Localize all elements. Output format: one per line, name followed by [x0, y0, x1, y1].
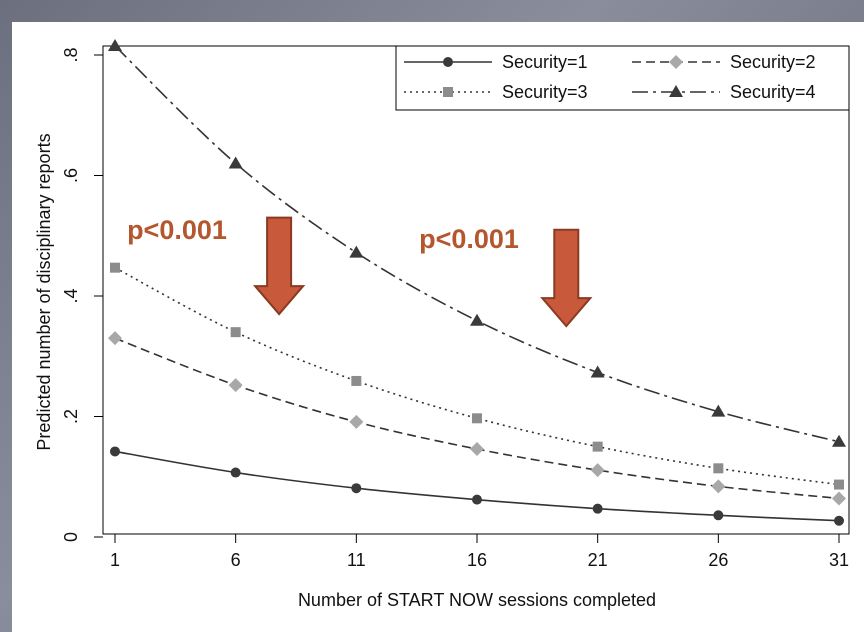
x-tick-label: 31	[829, 550, 849, 570]
data-point	[228, 378, 243, 393]
series-layer	[108, 38, 846, 526]
plot-frame	[102, 45, 850, 535]
y-tick-label: .2	[61, 409, 81, 424]
axes: 1 6 11 16 21 26 310.2.4.6.8	[61, 45, 850, 570]
y-axis-title: Predicted number of disciplinary reports	[34, 133, 54, 450]
x-tick-label: 26	[708, 550, 728, 570]
data-point	[711, 404, 726, 417]
legend-item-security-4: Security=4	[632, 82, 816, 102]
data-point	[470, 442, 484, 457]
legend-marker	[443, 87, 453, 97]
legend-marker	[669, 55, 683, 69]
data-point	[590, 463, 605, 478]
y-tick-label: .8	[61, 47, 81, 62]
down-arrow-icon	[252, 216, 306, 316]
data-point	[834, 479, 844, 490]
data-point	[713, 510, 724, 521]
data-point	[230, 327, 241, 338]
data-point	[470, 313, 484, 326]
data-point	[230, 467, 241, 478]
legend-label: Security=3	[502, 82, 588, 102]
p-value-label: p<0.001	[419, 224, 519, 254]
chart-panel: 1 6 11 16 21 26 31 0.2.4.6.8 p<0.001 p<0.001 Sec…	[12, 22, 864, 632]
legend-marker	[443, 57, 453, 67]
x-tick-label: 11	[347, 550, 366, 570]
x-tick-label: 21	[588, 550, 608, 570]
series-security-1	[110, 446, 844, 526]
data-point	[108, 331, 122, 346]
annotation-layer: p<0.001 p<0.001	[127, 215, 593, 328]
data-point	[110, 446, 120, 457]
legend-box	[395, 45, 850, 111]
line-chart: 1 6 11 16 21 26 310.2.4.6.8 p<0.001 p<0.001 Sec…	[34, 38, 850, 610]
data-point	[832, 491, 846, 506]
legend-item-security-3: Security=3	[404, 82, 588, 102]
x-tick-label: 16	[467, 550, 487, 570]
data-point	[832, 434, 846, 447]
data-point	[351, 375, 362, 386]
down-arrow-icon	[540, 228, 593, 328]
series-security-2	[108, 331, 846, 506]
data-point	[349, 414, 364, 429]
data-point	[349, 245, 364, 258]
legend-label: Security=2	[730, 52, 816, 72]
x-tick-label: 1	[110, 550, 120, 570]
series-security-4	[108, 38, 846, 447]
series-line	[114, 450, 840, 522]
legend: Security=1 Security=2 Security=3 Security=4	[395, 45, 850, 111]
legend-item-security-2: Security=2	[632, 52, 816, 72]
legend-item-security-1: Security=1	[404, 52, 588, 72]
legend-label: Security=4	[730, 82, 816, 102]
legend-label: Security=1	[502, 52, 588, 72]
data-point	[472, 413, 482, 424]
data-point	[110, 262, 120, 273]
legend-marker	[669, 85, 683, 97]
data-point	[713, 463, 724, 474]
data-point	[108, 38, 122, 51]
data-point	[590, 365, 605, 378]
data-point	[592, 441, 603, 452]
y-tick-label: .6	[61, 168, 81, 183]
x-axis-title: Number of START NOW sessions completed	[298, 590, 656, 610]
y-tick-label: 0	[61, 532, 81, 542]
y-tick-label: .4	[61, 288, 81, 303]
p-value-label: p<0.001	[127, 215, 227, 245]
data-point	[711, 479, 726, 494]
data-point	[228, 156, 243, 169]
series-security-3	[110, 262, 844, 490]
p-value-annotation: p<0.001	[127, 215, 306, 316]
data-point	[472, 494, 482, 505]
p-value-annotation: p<0.001	[419, 224, 593, 328]
data-point	[592, 503, 603, 514]
x-tick-label: 6	[231, 550, 241, 570]
data-point	[834, 515, 844, 526]
data-point	[351, 483, 362, 494]
